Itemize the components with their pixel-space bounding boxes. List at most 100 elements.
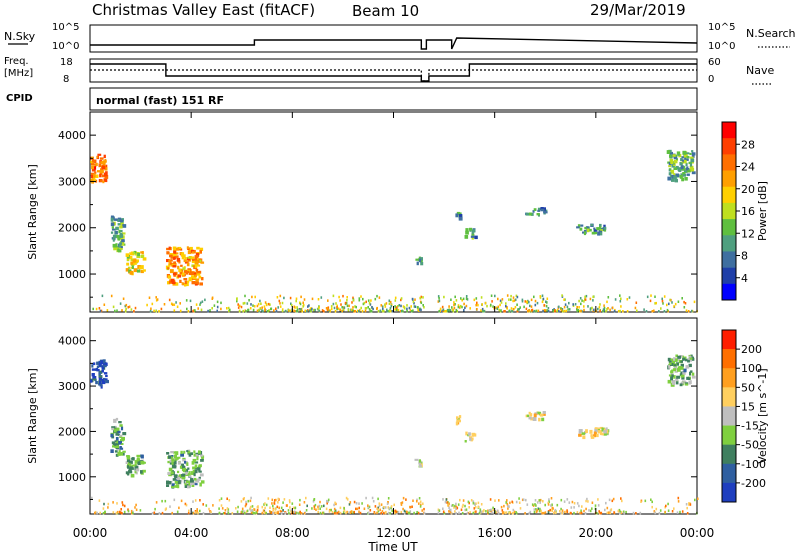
- velocity-cluster-3-cell: [189, 452, 193, 455]
- velocity-ground-scatter-cell: [187, 511, 190, 515]
- velocity-ground-scatter-cell: [272, 504, 274, 508]
- velocity-ground-scatter-cell: [112, 501, 114, 504]
- power-cluster-5-cell: [458, 216, 463, 221]
- power-ground-scatter-cell: [658, 310, 660, 313]
- velocity-cluster-0-cell: [99, 383, 103, 387]
- velocity-cluster-1-cell: [115, 453, 119, 457]
- power-ground-scatter-cell: [683, 306, 686, 309]
- velocity-ground-scatter-cell: [313, 505, 316, 508]
- velocity-cluster-9-cell: [673, 364, 677, 367]
- power-cluster-9-cell: [685, 158, 689, 161]
- velocity-ground-scatter-cell: [349, 501, 352, 504]
- power-ground-scatter-cell: [537, 309, 540, 313]
- velocity-ground-scatter-cell: [135, 508, 138, 511]
- power-ground-scatter-cell: [352, 309, 354, 312]
- velocity-ground-scatter-cell: [455, 505, 457, 508]
- velocity-cluster-3-cell: [194, 477, 197, 481]
- velocity-ground-scatter-cell: [390, 505, 393, 508]
- velocity-ground-scatter-cell: [210, 510, 212, 514]
- velocity-cluster-1-cell: [121, 436, 125, 441]
- velocity-cluster-3-cell: [177, 481, 181, 485]
- power-ground-scatter-cell: [364, 309, 367, 313]
- velocity-cluster-3-cell: [179, 465, 182, 469]
- power-ground-scatter-cell: [338, 295, 340, 299]
- velocity-cluster-9-cell: [677, 368, 681, 372]
- velocity-ground-scatter-cell: [276, 511, 278, 515]
- power-ground-scatter-cell: [453, 301, 455, 304]
- power-ground-scatter-cell: [521, 300, 524, 303]
- velocity-cluster-3-cell: [166, 480, 170, 485]
- velocity-cluster-7-cell: [528, 416, 532, 420]
- power-cluster-3-cell: [174, 252, 179, 255]
- velocity-ground-scatter-cell: [482, 510, 484, 513]
- power-cluster-9-cell: [668, 172, 672, 176]
- velocity-cluster-3-cell: [168, 455, 172, 459]
- velocity-ground-scatter-cell: [454, 510, 456, 513]
- velocity-cluster-2-cell: [135, 468, 140, 472]
- power-cluster-3-cell: [191, 275, 194, 279]
- velocity-ground-scatter-cell: [205, 504, 208, 507]
- velocity-ground-scatter-cell: [416, 498, 418, 502]
- power-cluster-1-cell: [119, 242, 123, 245]
- power-ground-scatter-cell: [480, 296, 483, 299]
- velocity-cluster-6-cell: [464, 440, 467, 443]
- velocity-cluster-9-cell: [688, 363, 692, 368]
- power-cluster-8-cell: [599, 226, 602, 230]
- power-ground-scatter-cell: [281, 301, 284, 305]
- power-cluster-3-cell: [199, 270, 202, 274]
- velocity-ground-scatter-cell: [280, 512, 283, 515]
- power-ground-scatter-cell: [376, 294, 378, 298]
- velocity-ground-scatter-cell: [346, 510, 348, 514]
- power-ground-scatter-cell: [391, 310, 394, 313]
- velocity-cluster-3-cell: [175, 458, 178, 461]
- velocity-cluster-3-cell: [194, 461, 199, 464]
- freq-trace: [90, 63, 697, 82]
- velocity-cluster-8-cell: [582, 435, 586, 440]
- velocity-ground-scatter-cell: [228, 499, 231, 502]
- velocity-ground-scatter-cell: [588, 509, 590, 512]
- power-ground-scatter-cell: [655, 301, 657, 305]
- velocity-cluster-3-cell: [171, 461, 174, 465]
- power-ground-scatter-cell: [423, 306, 425, 309]
- velocity-ground-scatter-cell: [422, 502, 424, 505]
- time-axis: 00:00 04:00 08:00 12:00 16:00 20:00 00:00: [73, 112, 714, 540]
- velocity-ground-scatter-cell: [393, 503, 395, 507]
- velocity-ground-scatter-cell: [245, 510, 248, 513]
- velocity-cluster-3-cell: [184, 484, 189, 488]
- power-ground-scatter-cell: [340, 303, 342, 306]
- power-ground-scatter-cell: [311, 297, 314, 301]
- power-ground-scatter-cell: [448, 305, 450, 308]
- velocity-ground-scatter-cell: [265, 503, 268, 507]
- velocity-ground-scatter-cell: [279, 509, 282, 513]
- power-ground-scatter-cell: [336, 304, 338, 308]
- velocity-ground-scatter-cell: [115, 511, 118, 515]
- velocity-ground-scatter-cell: [383, 506, 385, 509]
- velocity-ground-scatter-cell: [521, 498, 524, 502]
- velocity-ground-scatter-cell: [226, 497, 228, 500]
- power-ground-scatter-cell: [364, 307, 367, 310]
- velocity-ground-scatter-cell: [112, 511, 115, 514]
- power-cluster-0-cell: [96, 170, 101, 173]
- velocity-ground-scatter-cell: [330, 508, 332, 512]
- velocity-ground-scatter-cell: [208, 507, 210, 511]
- power-cluster-9-cell: [669, 154, 672, 158]
- freq-panel: Freq. [MHz] 18 8 60 0 Nave: [4, 56, 774, 85]
- power-colorbar-segment: [722, 170, 736, 188]
- velocity-cluster-3-cell: [167, 460, 171, 464]
- velocity-ground-scatter-cell: [444, 500, 447, 504]
- velocity-ground-scatter-cell: [504, 511, 507, 515]
- velocity-ground-scatter-cell: [387, 511, 390, 515]
- power-ground-scatter-cell: [396, 305, 399, 308]
- power-ground-scatter-cell: [359, 308, 361, 312]
- velocity-ground-scatter-cell: [303, 501, 306, 504]
- power-ground-scatter-cell: [463, 302, 465, 306]
- velocity-ground-scatter-cell: [339, 506, 342, 510]
- velocity-cluster-1-cell: [119, 447, 124, 450]
- velocity-ground-scatter-cell: [466, 512, 469, 515]
- velocity-cluster-9-cell: [670, 358, 673, 361]
- velocity-cluster-2-cell: [137, 457, 140, 461]
- velocity-ground-scatter-cell: [380, 503, 383, 506]
- velocity-ground-scatter-cell: [605, 501, 607, 505]
- velocity-ground-scatter-cell: [573, 506, 575, 509]
- power-ground-scatter-cell: [669, 298, 671, 302]
